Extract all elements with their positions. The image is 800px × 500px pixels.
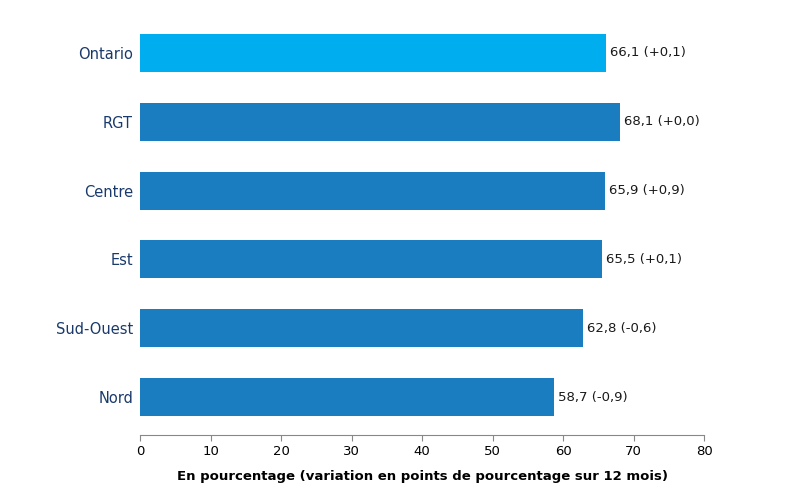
Bar [140,103,620,141]
Text: 65,5 (+0,1): 65,5 (+0,1) [606,253,682,266]
Text: 58,7 (-0,9): 58,7 (-0,9) [558,390,628,404]
Text: 62,8 (-0,6): 62,8 (-0,6) [587,322,657,335]
Text: 65,9 (+0,9): 65,9 (+0,9) [609,184,685,197]
Bar [140,310,582,347]
X-axis label: En pourcentage (variation en points de pourcentage sur 12 mois): En pourcentage (variation en points de p… [177,470,667,482]
Text: 66,1 (+0,1): 66,1 (+0,1) [610,46,686,60]
Bar [140,378,554,416]
Bar [140,34,606,72]
Bar [140,172,605,209]
Bar [140,240,602,279]
Text: 68,1 (+0,0): 68,1 (+0,0) [624,115,700,128]
